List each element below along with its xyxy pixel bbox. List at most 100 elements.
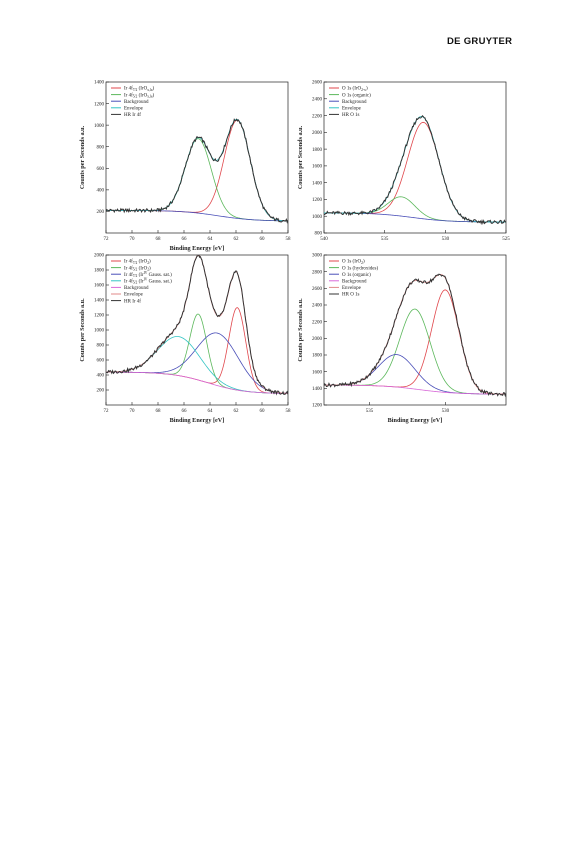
x-tick-label: 62 [234,237,240,242]
series-line-peak [106,307,288,394]
y-tick-label: 2000 [312,131,323,136]
series-line-background [106,371,288,394]
series-line-peak [324,196,506,223]
y-tick-label: 400 [97,374,105,379]
y-tick-label: 200 [97,210,105,215]
series-line-envelope [324,116,506,223]
y-tick-label: 1200 [94,102,105,107]
legend-entry: Ir 4f5/2 (IrIV Gauss. sat.) [124,278,172,285]
xps-chart-ir4f-bottom: 72 70 68 66 64 62 60 58 200 400 600 800 1000 1200 1400… [79,254,292,424]
y-tick-label: 1400 [94,299,105,304]
x-tick-label: 66 [182,237,188,242]
y-tick-label: 2400 [312,97,323,102]
legend-entry: Background [342,100,367,105]
legend: O 1s (IrO2-x)O 1s (organic) Background Env… [329,87,371,118]
y-tick-label: 1400 [94,81,105,86]
legend-entry: Ir 4f5/2 (IrOx,la) [124,93,155,99]
y-tick-label: 2800 [312,270,323,275]
legend-entry: Envelope [124,293,144,298]
y-tick-label: 800 [97,344,105,349]
series-line-data [324,273,506,398]
legend-entry: O 1s (organic) [342,273,371,278]
series-line-data [106,118,288,224]
y-axis-label: Counts per Seconds a.u. [297,125,304,189]
plot-frame [323,254,507,406]
y-tick-label: 1600 [312,165,323,170]
legend-entry: Ir 4f7/2 (IrIV Gauss. sat.) [124,271,172,278]
x-tick-label: 68 [156,237,162,242]
y-tick-label: 2000 [94,254,105,259]
series-line-peak [324,289,506,395]
plot-frame [323,81,507,234]
series-line-peak [106,138,288,222]
series-line-peak [324,308,506,395]
legend-entry: HR O 1s [342,293,360,298]
y-axis-label: Counts per Seconds a.u. [79,298,86,362]
y-tick-label: 1000 [94,329,105,334]
y-tick-label: 3000 [312,254,323,259]
legend: Ir 4f7/2 (IrO2)Ir 4f5/2 (IrO2)Ir 4f7/2 (… [111,260,172,304]
y-tick-label: 2000 [312,337,323,342]
x-tick-label: 70 [130,409,136,414]
y-tick-label: 600 [97,359,105,364]
y-tick-label: 200 [97,389,105,394]
xps-chart-o1s-bottom: 535 530 1200 1400 1600 1800 2000 2200 2400 2600 28… [297,254,507,424]
legend-entry: HR O 1s [342,113,360,118]
series-line-data [106,255,288,396]
x-axis-label: Binding Energy [eV] [170,245,225,252]
xps-chart-ir4f-top: 72 70 68 66 64 62 60 58 200 400 600 800 1000 1200 1400… [79,81,292,252]
series-group [324,273,506,398]
series-group [106,255,288,396]
y-axis-label: Counts per Seconds a.u. [79,125,86,189]
x-tick-label: 58 [286,409,292,414]
xps-chart-o1s-top: 540 535 530 525 800 1000 1200 1400 1600 1800 2000 2… [297,81,510,242]
x-tick-label: 530 [442,409,450,414]
series-line-background [324,384,506,395]
y-tick-label: 1800 [312,354,323,359]
legend-entry: Envelope [342,286,362,291]
legend-entry: HR Ir 4f [124,299,141,304]
y-tick-label: 1800 [94,269,105,274]
legend-entry: Ir 4f7/2 (IrO2) [124,260,151,265]
legend-entry: Ir 4f7/2 (IrOx,la) [124,87,155,93]
y-axis-label: Counts per Seconds a.u. [297,298,304,362]
y-tick-label: 1400 [312,387,323,392]
y-tick-label: 1000 [312,215,323,220]
y-tick-label: 600 [97,167,105,172]
y-tick-label: 1600 [94,284,105,289]
series-line-peak [324,121,506,223]
x-axis-label: Binding Energy [eV] [170,417,225,424]
legend-entry: Background [124,100,149,105]
legend-entry: Envelope [124,107,144,112]
legend: O 1s (IrO2)O 1s (hydroxides) O 1s (organi… [329,260,378,298]
y-tick-label: 1400 [312,181,323,186]
publisher-logo: DE GRUYTER [447,36,513,47]
y-tick-label: 1800 [312,148,323,153]
x-tick-label: 72 [104,237,110,242]
y-tick-label: 1000 [94,124,105,129]
y-tick-label: 1200 [312,404,323,409]
x-tick-label: 64 [208,409,214,414]
legend-entry: O 1s (hydroxides) [342,266,378,271]
legend: Ir 4f7/2 (IrOx,la)Ir 4f5/2 (IrOx,la)Back… [111,87,155,118]
series-line-data [324,114,506,225]
y-tick-label: 2200 [312,320,323,325]
x-tick-label: 66 [182,409,188,414]
y-tick-label: 2600 [312,81,323,86]
series-line-envelope [106,118,288,222]
legend-entry: HR Ir 4f [124,113,141,118]
series-group [324,114,506,225]
y-tick-label: 1200 [312,198,323,203]
y-tick-label: 2200 [312,114,323,119]
x-tick-label: 70 [130,237,136,242]
x-tick-label: 72 [104,409,110,414]
legend-entry: Background [342,280,367,285]
y-tick-label: 800 [315,232,323,237]
y-tick-label: 1600 [312,370,323,375]
legend-entry: O 1s (IrO2) [342,260,365,265]
x-tick-label: 525 [502,237,510,242]
series-line-peak [106,119,288,222]
x-tick-label: 58 [286,237,292,242]
x-tick-label: 64 [208,237,214,242]
y-tick-label: 800 [97,145,105,150]
